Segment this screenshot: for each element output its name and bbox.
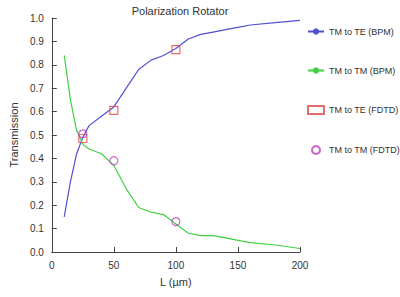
svg-text:TM to TM (FDTD): TM to TM (FDTD) [329, 145, 400, 155]
svg-text:L (µm): L (µm) [160, 276, 192, 288]
svg-text:200: 200 [292, 260, 309, 271]
svg-text:Polarization Rotator: Polarization Rotator [132, 5, 229, 17]
svg-text:TM to TE (FDTD): TM to TE (FDTD) [329, 105, 398, 115]
svg-text:0.7: 0.7 [30, 83, 44, 94]
svg-text:0.0: 0.0 [30, 247, 44, 258]
svg-text:0.3: 0.3 [30, 176, 44, 187]
svg-text:0.1: 0.1 [30, 223, 44, 234]
svg-text:0.8: 0.8 [30, 59, 44, 70]
svg-text:100: 100 [168, 260, 185, 271]
svg-text:150: 150 [230, 260, 247, 271]
svg-text:0.2: 0.2 [30, 200, 44, 211]
svg-text:0.6: 0.6 [30, 106, 44, 117]
svg-text:TM to TM (BPM): TM to TM (BPM) [329, 66, 395, 76]
svg-text:0.5: 0.5 [30, 130, 44, 141]
svg-text:1.0: 1.0 [30, 13, 44, 24]
svg-text:0: 0 [49, 260, 55, 271]
svg-text:TM to TE (BPM): TM to TE (BPM) [329, 27, 394, 37]
svg-text:50: 50 [108, 260, 120, 271]
svg-text:Transmission: Transmission [8, 103, 20, 168]
svg-text:0.4: 0.4 [30, 153, 44, 164]
svg-text:0.9: 0.9 [30, 36, 44, 47]
